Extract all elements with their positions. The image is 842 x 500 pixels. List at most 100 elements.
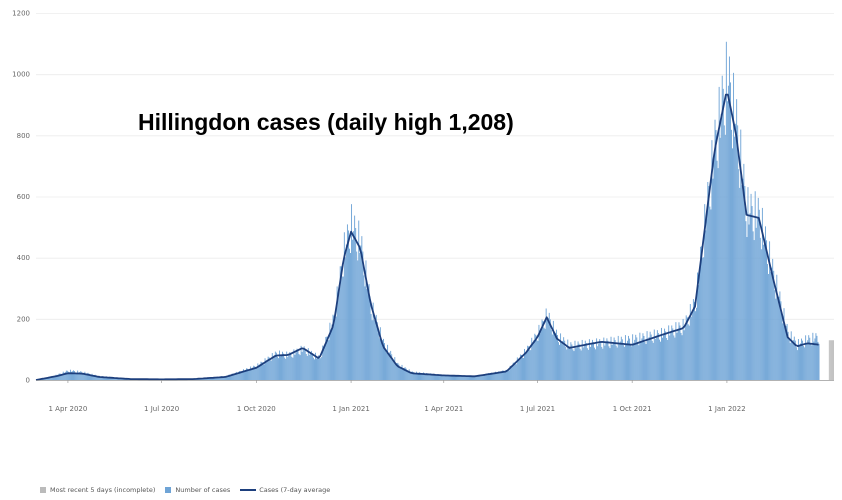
cases-bar [257, 363, 259, 380]
cases-bar [468, 376, 470, 380]
cases-bar [360, 245, 362, 380]
cases-bar [778, 296, 780, 380]
cases-bar [628, 335, 629, 380]
cases-bar [565, 346, 567, 380]
cases-bar [754, 191, 756, 380]
cases-bar [767, 264, 768, 380]
cases-bar [519, 354, 521, 380]
cases-bar [608, 346, 610, 380]
cases-bar [426, 372, 428, 380]
cases-bar [220, 377, 222, 380]
cases-bar [736, 99, 738, 380]
cases-bar [502, 370, 504, 380]
cases-bar [776, 274, 778, 380]
cases-bar [249, 370, 251, 380]
cases-bar [568, 348, 570, 380]
cases-bar [477, 375, 479, 380]
cases-bar [64, 371, 66, 380]
cases-bar [366, 288, 368, 380]
cases-bar [574, 340, 576, 380]
cases-bar [433, 373, 435, 380]
cases-bar [655, 335, 657, 380]
y-tick-label: 800 [17, 132, 30, 140]
cases-bar [537, 341, 539, 380]
cases-bar [777, 298, 779, 380]
seven-day-average-line [35, 93, 819, 381]
cases-bar [291, 356, 293, 380]
cases-bar [344, 257, 346, 380]
cases-bar [677, 328, 679, 380]
cases-bar [459, 375, 461, 380]
cases-bar [766, 240, 767, 380]
cases-bar [803, 345, 805, 380]
cases-bar [699, 269, 701, 380]
cases-bar [215, 377, 217, 380]
cases-bar [616, 347, 618, 380]
cases-bar [343, 232, 345, 380]
cases-bar [304, 349, 306, 380]
cases-bar [627, 340, 628, 380]
cases-bar [475, 376, 477, 380]
cases-bar [377, 333, 379, 380]
cases-bar [800, 343, 801, 380]
cases-bar [694, 311, 696, 380]
cases-bar [579, 348, 581, 380]
cases-bar [689, 304, 691, 380]
cases-bar [500, 372, 502, 380]
cases-bar [663, 334, 665, 380]
cases-bar [748, 224, 750, 380]
cases-bar [727, 85, 729, 380]
cases-bar [335, 316, 337, 380]
cases-bar [596, 338, 598, 380]
cases-bar [451, 375, 453, 380]
cases-bar [618, 344, 620, 380]
cases-bar [735, 123, 737, 380]
cases-bar [758, 209, 760, 380]
cases-bar [404, 367, 406, 380]
legend-item-incomplete: Most recent 5 days (incomplete) [40, 486, 155, 494]
cases-bar [354, 215, 356, 380]
cases-bar [634, 339, 636, 380]
cases-bar [525, 353, 527, 380]
cases-bar [268, 357, 270, 380]
cases-bar [52, 375, 54, 380]
cases-bar [586, 348, 588, 380]
cases-bar [818, 343, 820, 380]
cases-bar [593, 342, 594, 380]
cases-bar [549, 319, 551, 380]
cases-bar [779, 291, 781, 380]
cases-bar [386, 352, 388, 380]
cases-bar [378, 338, 380, 380]
cases-bar [216, 377, 218, 380]
cases-bar [310, 350, 312, 380]
cases-bar [90, 375, 92, 380]
cases-bar [218, 376, 220, 380]
cases-bar [750, 193, 752, 380]
cases-bar [94, 374, 96, 380]
cases-bar [808, 335, 810, 380]
cases-bar [444, 374, 446, 380]
cases-bar [651, 340, 653, 380]
cases-bar [731, 129, 732, 380]
cases-bar [598, 343, 600, 380]
y-tick-label: 0 [26, 377, 30, 385]
incomplete-bar [828, 340, 830, 380]
cases-bar [323, 349, 325, 380]
cases-bar [791, 341, 793, 380]
cases-bar [262, 364, 264, 380]
cases-bar [499, 371, 501, 380]
cases-bar [674, 337, 676, 380]
cases-bar [332, 314, 334, 380]
cases-bar [752, 231, 754, 380]
cases-bar [648, 337, 650, 380]
cases-bar [98, 375, 100, 380]
cases-bar [263, 364, 265, 380]
cases-bar [231, 373, 233, 380]
cases-bar [738, 169, 740, 380]
cases-bar [680, 332, 682, 380]
cases-bar [290, 353, 292, 380]
cases-bar [73, 370, 74, 380]
cases-bar [761, 207, 763, 380]
cases-bar [329, 322, 331, 380]
